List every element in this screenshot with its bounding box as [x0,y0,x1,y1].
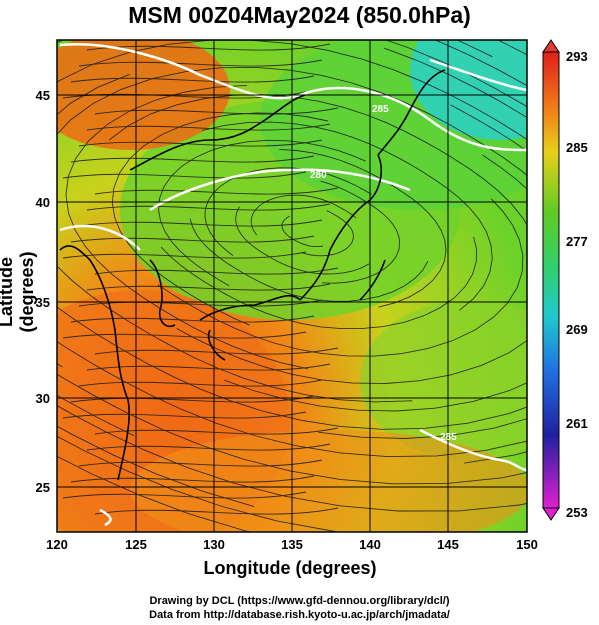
colorbar-tick-label: 293 [566,49,588,64]
streamline [94,427,339,435]
x-axis-ticks: 120 125 130 135 140 145 150 [46,537,538,552]
y-tick-label: 40 [36,195,50,210]
colorbar-tick-label: 285 [566,140,588,155]
colorbar-scale [542,51,560,509]
x-tick-label: 145 [437,537,459,552]
streamline [57,455,253,532]
streamline [224,104,527,412]
streamline [176,154,527,384]
streamline [235,206,370,275]
streamline [86,203,331,211]
x-tick-label: 140 [359,537,381,552]
streamline [111,112,329,326]
colorbar-tick-label: 269 [566,322,588,337]
streamline [160,236,477,330]
x-tick-label: 125 [125,537,147,552]
streamline [94,107,339,115]
streamline [57,40,527,108]
streamline [62,491,307,499]
streamline [318,47,527,439]
map-title: MSM 00Z04May2024 (850.0hPa) [128,2,471,28]
streamline [70,155,315,163]
x-tick-label: 130 [203,537,225,552]
y-tick-label: 45 [36,88,50,103]
streamline [94,507,339,515]
streamline [301,210,354,257]
graticule [57,40,527,532]
colorbar-tick-label: 261 [566,416,588,431]
colorbar: 293 285 277 269 261 253 [542,39,588,521]
streamline [70,75,315,83]
y-tick-label: 35 [36,295,50,310]
streamline [94,187,339,195]
contour-label: 285 [372,104,389,115]
streamline [86,363,331,371]
colorbar-bottom-arrow [542,507,560,521]
y-tick-label: 25 [36,480,50,495]
temperature-field: 285 280 285 [57,40,527,532]
x-axis-label: Longitude (degrees) [203,558,377,578]
streamline [189,218,429,302]
streamline [57,66,527,176]
coastlines [59,69,446,481]
streamline [281,215,324,248]
streamline [57,405,527,512]
map-frame [56,39,528,533]
streamline [62,331,307,339]
streamline [62,411,307,419]
streamline [86,43,331,51]
data-source-credit: Data from http://database.rish.kyoto-u.a… [149,609,450,621]
y-tick-label: 30 [36,391,50,406]
colorbar-tick-label: 253 [566,505,588,520]
streamline [86,283,331,291]
streamline [70,315,315,323]
drawing-credit: Drawing by DCL (https://www.gfd-dennou.o… [149,595,450,607]
colorbar-top-arrow [542,39,560,53]
y-axis-label: Latitude (degrees) [0,251,37,333]
streamline [57,425,255,508]
streamline [94,267,339,275]
contour-label: 280 [310,170,327,181]
colorbar-tick-label: 277 [566,234,588,249]
streamline [86,443,331,451]
x-tick-label: 150 [516,537,538,552]
contour-label: 285 [440,432,457,443]
streamline [279,148,447,308]
x-tick-label: 135 [281,537,303,552]
streamline [70,395,315,403]
streamline [320,180,401,284]
streamline [70,475,315,483]
streamline [201,121,493,311]
streamline [70,235,315,243]
streamline [62,171,307,179]
streamline [157,198,524,357]
x-tick-label: 120 [46,537,68,552]
streamline [86,123,331,131]
streamline [57,73,413,403]
streamline [94,347,339,355]
streamline [62,251,307,259]
streamline [57,373,527,485]
streamline [57,435,343,532]
streamline [109,94,527,227]
streamline [57,306,527,430]
streamline [57,341,527,458]
y-axis-ticks: 25 30 35 40 45 [36,88,50,495]
